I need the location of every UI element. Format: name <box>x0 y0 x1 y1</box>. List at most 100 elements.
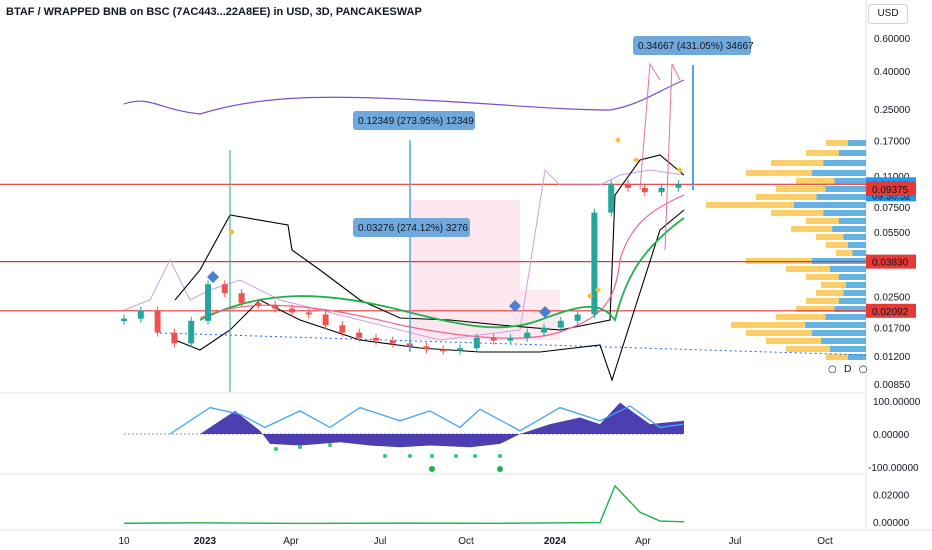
price-label-badge <box>866 181 916 196</box>
volume-profile-bar <box>825 186 866 192</box>
oscillator-dot <box>408 454 412 458</box>
volume-profile-bar <box>746 258 812 264</box>
volume-profile-bar <box>766 338 821 344</box>
price-candle <box>507 337 514 341</box>
price-candle <box>373 337 379 341</box>
time-axis-tick: 10 <box>118 536 130 547</box>
price-candle <box>322 314 329 326</box>
volume-profile-bar <box>816 290 844 296</box>
measure-annotation-label: 0.03276 (274.12%) 3276 <box>358 223 469 234</box>
volume-profile-bar <box>839 298 866 304</box>
volume-profile-bar <box>816 234 844 240</box>
volume-profile-bar <box>776 186 826 192</box>
time-axis-tick: Apr <box>283 536 299 547</box>
measure-annotation-box <box>633 36 751 55</box>
volume-profile-bar <box>823 210 866 216</box>
volume-profile-bar <box>796 306 835 312</box>
measure-annotation-label: 0.34667 (431.05%) 34667 <box>638 41 754 52</box>
price-candle <box>238 293 245 304</box>
chart-settings-icons[interactable]: ○ D ○ <box>828 364 870 375</box>
oscillator-dot <box>497 466 503 472</box>
price-candle <box>171 332 178 344</box>
volume-profile-bar <box>786 266 830 272</box>
price-candle <box>339 325 346 333</box>
volume-profile-bar <box>806 150 839 156</box>
upper-band-line <box>174 154 685 331</box>
indicator-axis-tick: 0.02000 <box>873 491 910 502</box>
volume-profile-bar <box>791 226 833 232</box>
secondary-indicator-line <box>123 168 685 341</box>
price-axis-tick: 0.17000 <box>874 137 911 148</box>
signal-diamond-marker <box>509 300 521 312</box>
price-label-badge <box>866 254 916 269</box>
volume-profile-bar <box>812 330 866 336</box>
moving-average-pink <box>199 194 685 339</box>
oscillator-axis-tick: 0.00000 <box>873 430 910 441</box>
oscillator-dot <box>473 454 477 458</box>
price-axis-tick: 0.01200 <box>874 352 911 363</box>
price-candle <box>188 320 195 344</box>
volume-profile-bar <box>826 354 848 360</box>
volume-profile-bar <box>805 322 866 328</box>
volume-profile-bar <box>812 258 866 264</box>
price-candle <box>457 348 463 351</box>
oscillator-dot <box>429 466 435 472</box>
volume-profile-bar <box>823 160 866 166</box>
moving-average-green <box>199 217 685 329</box>
volume-profile-bar <box>848 140 866 146</box>
signal-small-marker <box>587 293 593 299</box>
signal-small-marker <box>595 287 601 293</box>
volume-profile-bar <box>826 242 848 248</box>
volume-profile-bar <box>776 314 826 320</box>
measure-annotation-box <box>353 111 475 130</box>
price-label-text: 0.03830 <box>872 258 909 269</box>
price-candle <box>473 337 480 349</box>
volume-profile-bar <box>848 354 866 360</box>
price-candle <box>121 318 127 322</box>
price-candle <box>423 346 430 350</box>
volume-profile-bar <box>796 178 835 184</box>
price-candle <box>137 310 144 319</box>
volume-profile-bar <box>706 202 794 208</box>
volume-profile-bar <box>843 290 866 296</box>
volume-profile-bar <box>786 346 830 352</box>
volume-profile-bar <box>843 234 866 240</box>
price-label-badge <box>866 303 916 318</box>
price-candle <box>440 349 447 352</box>
indicator-axis-tick: 0.00000 <box>873 518 910 529</box>
time-axis-tick: Jul <box>374 536 387 547</box>
signal-diamond-marker <box>207 271 219 283</box>
oscillator-dot <box>498 454 502 458</box>
volume-profile-bar <box>816 194 866 200</box>
currency-unit-button[interactable]: USD <box>868 4 908 24</box>
price-label-text: 0.09375 <box>872 185 909 196</box>
signal-small-marker <box>615 137 621 143</box>
price-axis-tick: 0.60000 <box>874 34 911 45</box>
signal-diamond-marker <box>539 306 551 318</box>
volume-profile-bar <box>812 170 866 176</box>
price-candle <box>490 337 497 341</box>
price-candle <box>305 312 312 315</box>
price-axis-tick: 0.07500 <box>874 203 911 214</box>
volume-profile-bar <box>806 298 839 304</box>
volume-profile-bar <box>756 194 817 200</box>
price-candle <box>524 332 531 338</box>
oscillator-dot <box>274 447 278 451</box>
price-countdown-text: 09:36:52 <box>872 191 911 202</box>
measure-annotation-box <box>353 218 470 237</box>
volume-profile-bar <box>771 160 824 166</box>
chart-title: BTAF / WRAPPED BNB on BSC (7AC443...22A8… <box>6 6 422 18</box>
volume-profile-bar <box>825 314 866 320</box>
price-axis-tick: 0.01700 <box>874 324 911 335</box>
volume-profile-bar <box>848 242 866 248</box>
price-candle <box>289 308 295 313</box>
price-candle <box>641 187 648 193</box>
price-candle <box>272 304 279 309</box>
time-axis-tick: Apr <box>635 536 651 547</box>
volume-profile-bar <box>821 282 846 288</box>
volume-profile-bar <box>839 218 866 224</box>
volume-profile-bar <box>830 346 866 352</box>
volume-profile-bar <box>832 226 866 232</box>
price-candle <box>557 320 564 328</box>
